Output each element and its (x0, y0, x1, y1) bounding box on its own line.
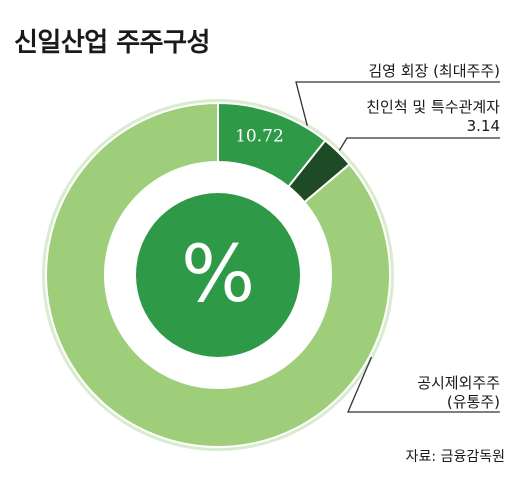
label-kim: 김영 회장 (최대주주) (368, 62, 500, 80)
label-relatives-value: 3.14 (466, 117, 500, 135)
label-relatives: 친인척 및 특수관계자 (366, 98, 500, 116)
leader-line-relatives (338, 137, 500, 151)
center-disc (136, 193, 300, 357)
source-note: 자료: 금융감독원 (405, 449, 505, 465)
leader-line-public (347, 356, 500, 413)
center-percent-symbol: % (181, 230, 255, 320)
leader-line-kim (295, 81, 500, 126)
value-label-kim: 10.72 (235, 126, 284, 146)
label-public: 공시제외주주 (417, 374, 500, 392)
chart-title: 신일산업 주주구성 (14, 28, 210, 58)
label-public-sub: (유통주) (446, 393, 500, 411)
